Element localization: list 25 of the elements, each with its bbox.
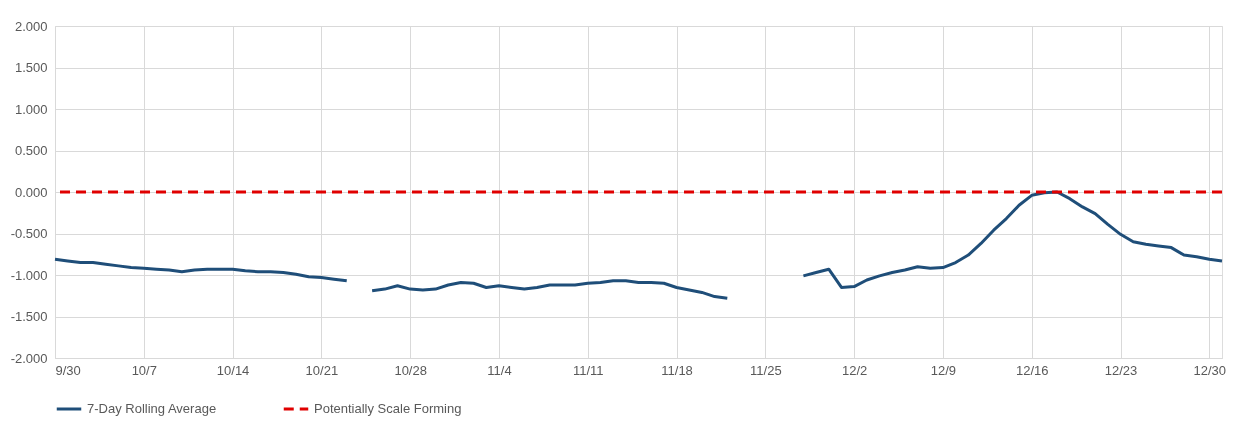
x-tick-label: 12/30 (1193, 362, 1227, 378)
x-tick-label: 10/14 (216, 362, 250, 378)
x-tick-label: 11/11 (572, 362, 604, 378)
legend-label: 7-Day Rolling Average (87, 401, 217, 416)
y-tick-label: -1.500 (10, 309, 48, 324)
legend-label: Potentially Scale Forming (314, 401, 462, 416)
y-tick-label: 0.500 (14, 143, 48, 158)
x-tick-label: 10/28 (394, 362, 427, 378)
x-tick-label: 12/2 (841, 362, 868, 378)
x-tick-label: 11/25 (750, 362, 782, 378)
x-tick-label: 12/23 (1104, 362, 1138, 378)
y-tick-label: 0.000 (14, 184, 48, 200)
x-tick-label: 11/4 (487, 362, 512, 378)
y-tick-label: 2.000 (14, 18, 48, 34)
y-tick-label: 1.500 (14, 60, 48, 75)
x-tick-label: 9/30 (55, 362, 81, 378)
x-tick-label: 10/7 (131, 362, 157, 378)
x-tick-label: 12/16 (1015, 362, 1049, 378)
x-tick-label: 12/9 (930, 362, 957, 378)
x-tick-label: 11/18 (661, 362, 693, 378)
y-tick-label: 1.000 (14, 101, 48, 117)
x-tick-label: 10/21 (305, 362, 339, 378)
y-tick-label: -0.500 (10, 226, 48, 241)
y-tick-label: -2.000 (10, 350, 48, 366)
y-tick-label: -1.000 (10, 267, 48, 283)
